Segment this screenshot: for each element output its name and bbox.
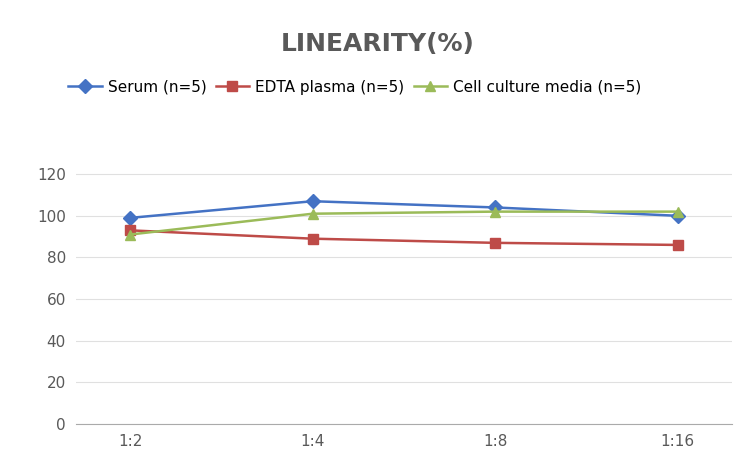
- Line: Serum (n=5): Serum (n=5): [125, 196, 683, 223]
- Cell culture media (n=5): [125, 232, 135, 237]
- Line: Cell culture media (n=5): Cell culture media (n=5): [125, 207, 683, 239]
- Line: EDTA plasma (n=5): EDTA plasma (n=5): [125, 226, 683, 250]
- Cell culture media (n=5): [491, 209, 500, 214]
- Cell culture media (n=5): [308, 211, 317, 216]
- Serum (n=5): [491, 205, 500, 210]
- Serum (n=5): [125, 215, 135, 221]
- EDTA plasma (n=5): [491, 240, 500, 245]
- EDTA plasma (n=5): [125, 228, 135, 233]
- Legend: Serum (n=5), EDTA plasma (n=5), Cell culture media (n=5): Serum (n=5), EDTA plasma (n=5), Cell cul…: [68, 80, 642, 95]
- Text: LINEARITY(%): LINEARITY(%): [281, 32, 474, 55]
- Cell culture media (n=5): [673, 209, 683, 214]
- EDTA plasma (n=5): [673, 242, 683, 248]
- EDTA plasma (n=5): [308, 236, 317, 241]
- Serum (n=5): [308, 198, 317, 204]
- Serum (n=5): [673, 213, 683, 218]
